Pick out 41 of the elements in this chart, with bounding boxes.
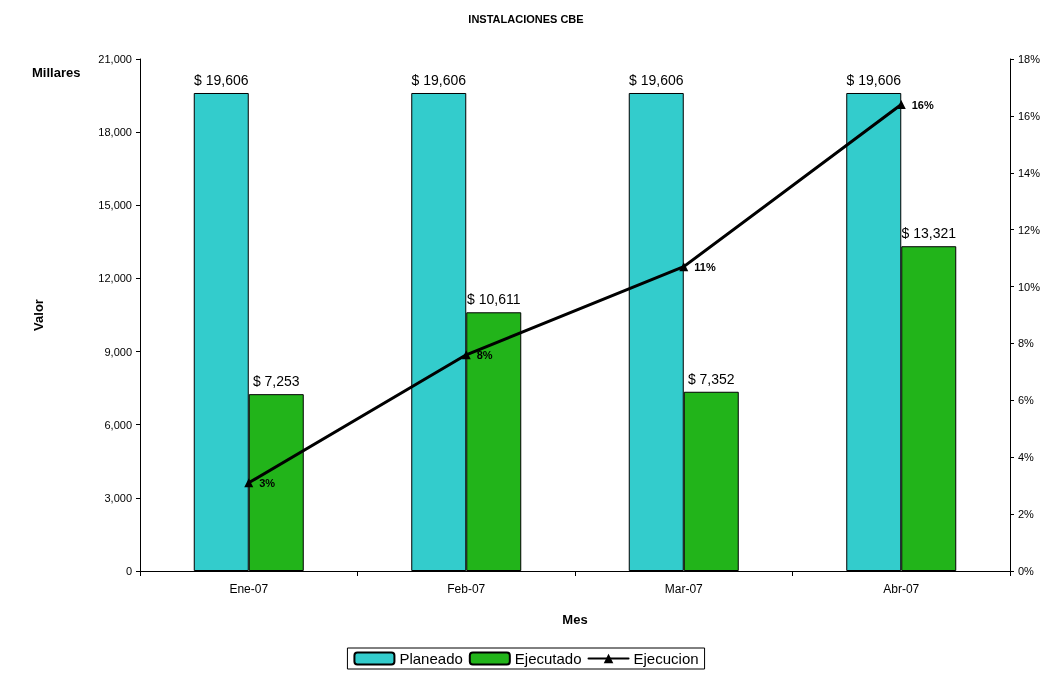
- y2-tick-label: 14%: [1018, 166, 1041, 179]
- y-tick-label: 12,000: [98, 272, 132, 285]
- legend-label: Ejecucion: [633, 650, 699, 667]
- y2-tick-label: 6%: [1018, 394, 1035, 407]
- text: Millares: [32, 65, 81, 80]
- chart-title: INSTALACIONES CBE: [468, 12, 584, 25]
- data-label: 11%: [694, 260, 716, 273]
- y2-tick-label: 0%: [1018, 565, 1035, 577]
- data-label: $ 19,606: [411, 71, 467, 88]
- y2-tick-label: 2%: [1018, 508, 1035, 521]
- data-label: $ 19,606: [194, 71, 249, 88]
- data-label: 16%: [911, 98, 934, 111]
- y2-tick-label: 16%: [1018, 109, 1041, 122]
- x-tick-label: Feb-07: [447, 582, 486, 596]
- data-label: 8%: [476, 348, 493, 361]
- y-tick-label: 21,000: [98, 53, 132, 65]
- y2-tick-label: 12%: [1018, 223, 1041, 236]
- data-label: $ 7,352: [687, 370, 735, 387]
- y-tick-label: 3,000: [104, 491, 132, 504]
- data-label: 3%: [259, 476, 276, 489]
- y2-tick-label: 18%: [1018, 53, 1041, 65]
- y-tick-label: 9,000: [104, 345, 132, 358]
- y-axis-title: Valor: [31, 299, 46, 331]
- data-label: $ 13,321: [901, 225, 957, 242]
- y-tick-label: 6,000: [104, 418, 132, 431]
- y-tick-label: 18,000: [98, 126, 132, 139]
- y-tick-label: 0: [125, 565, 132, 577]
- data-label: $ 10,611: [467, 291, 521, 308]
- y2-tick-label: 8%: [1018, 337, 1035, 350]
- y2-tick-label: 10%: [1018, 280, 1041, 293]
- data-label: $ 19,606: [629, 71, 684, 88]
- legend-label: Planeado: [399, 650, 463, 667]
- x-tick-label: Ene-07: [229, 582, 269, 596]
- x-tick-label: Mar-07: [664, 582, 704, 596]
- data-label: $ 19,606: [846, 71, 902, 88]
- y-tick-label: 15,000: [98, 199, 132, 212]
- y2-tick-label: 4%: [1018, 451, 1035, 464]
- data-label: $ 7,253: [252, 373, 300, 390]
- x-axis-title: Mes: [562, 612, 588, 627]
- legend-label: Ejecutado: [514, 650, 582, 667]
- x-tick-label: Abr-07: [883, 582, 920, 596]
